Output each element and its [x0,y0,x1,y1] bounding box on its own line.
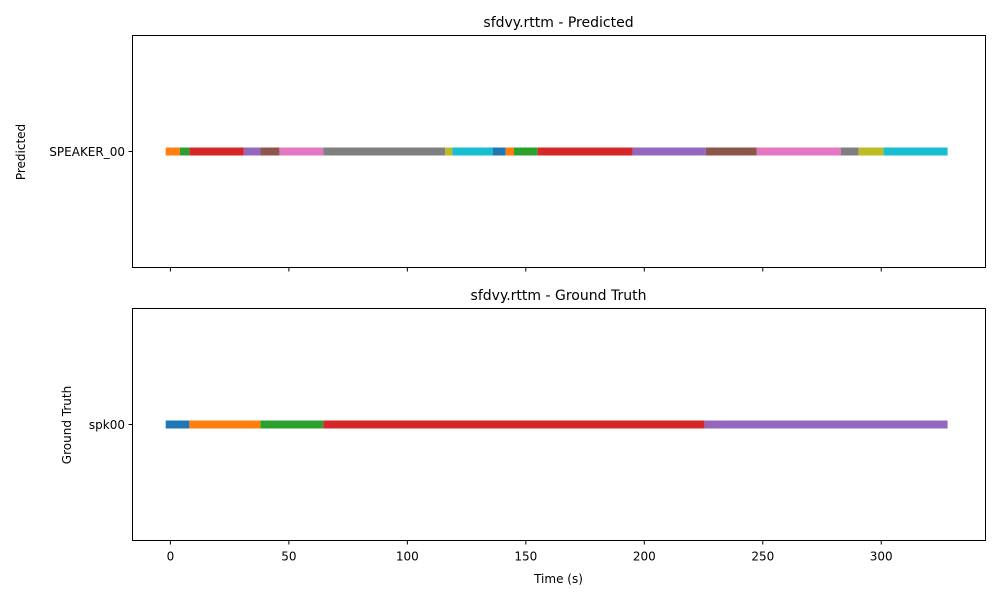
ground-truth-xticks: 0 50 100 150 200 250 300 [167,540,893,564]
ground-truth-ylabel: Ground Truth [60,386,74,464]
predicted-speaker-label: SPEAKER_00 [49,145,125,159]
x-tick-label: 150 [514,550,537,564]
x-axis-label: Time (s) [533,572,583,586]
ground-truth-panel: sfdvy.rttm - Ground Truth spk00 Ground T… [60,288,986,564]
predicted-ylabel: Predicted [14,124,28,180]
predicted-panel: sfdvy.rttm - Predicted SPEAKER_00 Predic… [14,15,986,272]
x-tick-label: 50 [281,550,296,564]
ground-truth-speaker-label: spk00 [89,418,125,432]
predicted-xticks [169,267,882,272]
x-tick-label: 250 [751,550,774,564]
ground-truth-title: sfdvy.rttm - Ground Truth [471,288,647,304]
x-tick-label: 300 [870,550,893,564]
predicted-title: sfdvy.rttm - Predicted [483,15,633,31]
x-tick-label: 0 [167,550,175,564]
x-tick-label: 100 [396,550,419,564]
x-tick-label: 200 [633,550,656,564]
